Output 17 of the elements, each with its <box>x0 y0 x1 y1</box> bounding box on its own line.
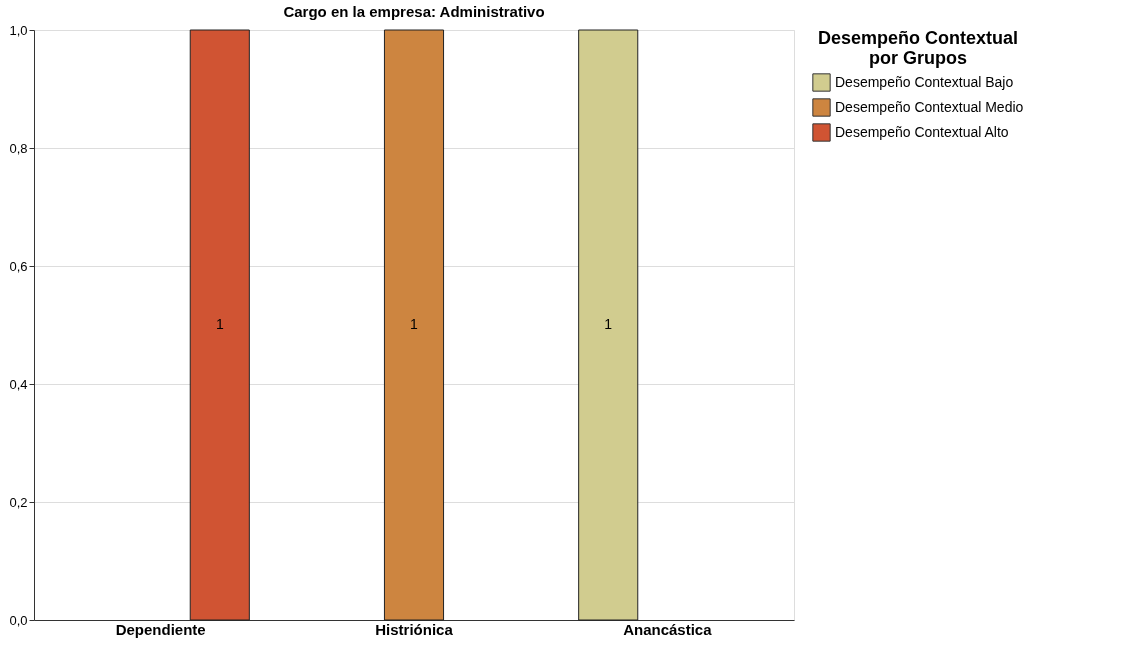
x-tick-label: Anancástica <box>623 620 713 638</box>
legend-label: Desempeño Contextual Medio <box>835 98 1024 115</box>
legend-label: Desempeño Contextual Alto <box>835 123 1009 140</box>
y-tick-label: 0,0 <box>9 612 28 628</box>
legend-title: Desempeño Contextual por Grupos <box>817 28 1019 68</box>
y-tick-label: 0,6 <box>9 258 28 274</box>
y-tick-label: 1,0 <box>9 22 28 38</box>
y-tick-label: 0,2 <box>9 494 28 510</box>
x-tick-label: Histriónica <box>375 620 454 638</box>
data-label: 1 <box>604 316 613 332</box>
y-tick-label: 0,8 <box>9 140 28 156</box>
chart-title: Cargo en la empresa: Administrativo <box>283 3 545 20</box>
data-label: 1 <box>215 316 224 332</box>
y-tick-label: 0,4 <box>9 376 28 392</box>
legend-label: Desempeño Contextual Bajo <box>835 73 1014 90</box>
data-label: 1 <box>410 316 419 332</box>
x-tick-label: Dependiente <box>115 620 206 638</box>
